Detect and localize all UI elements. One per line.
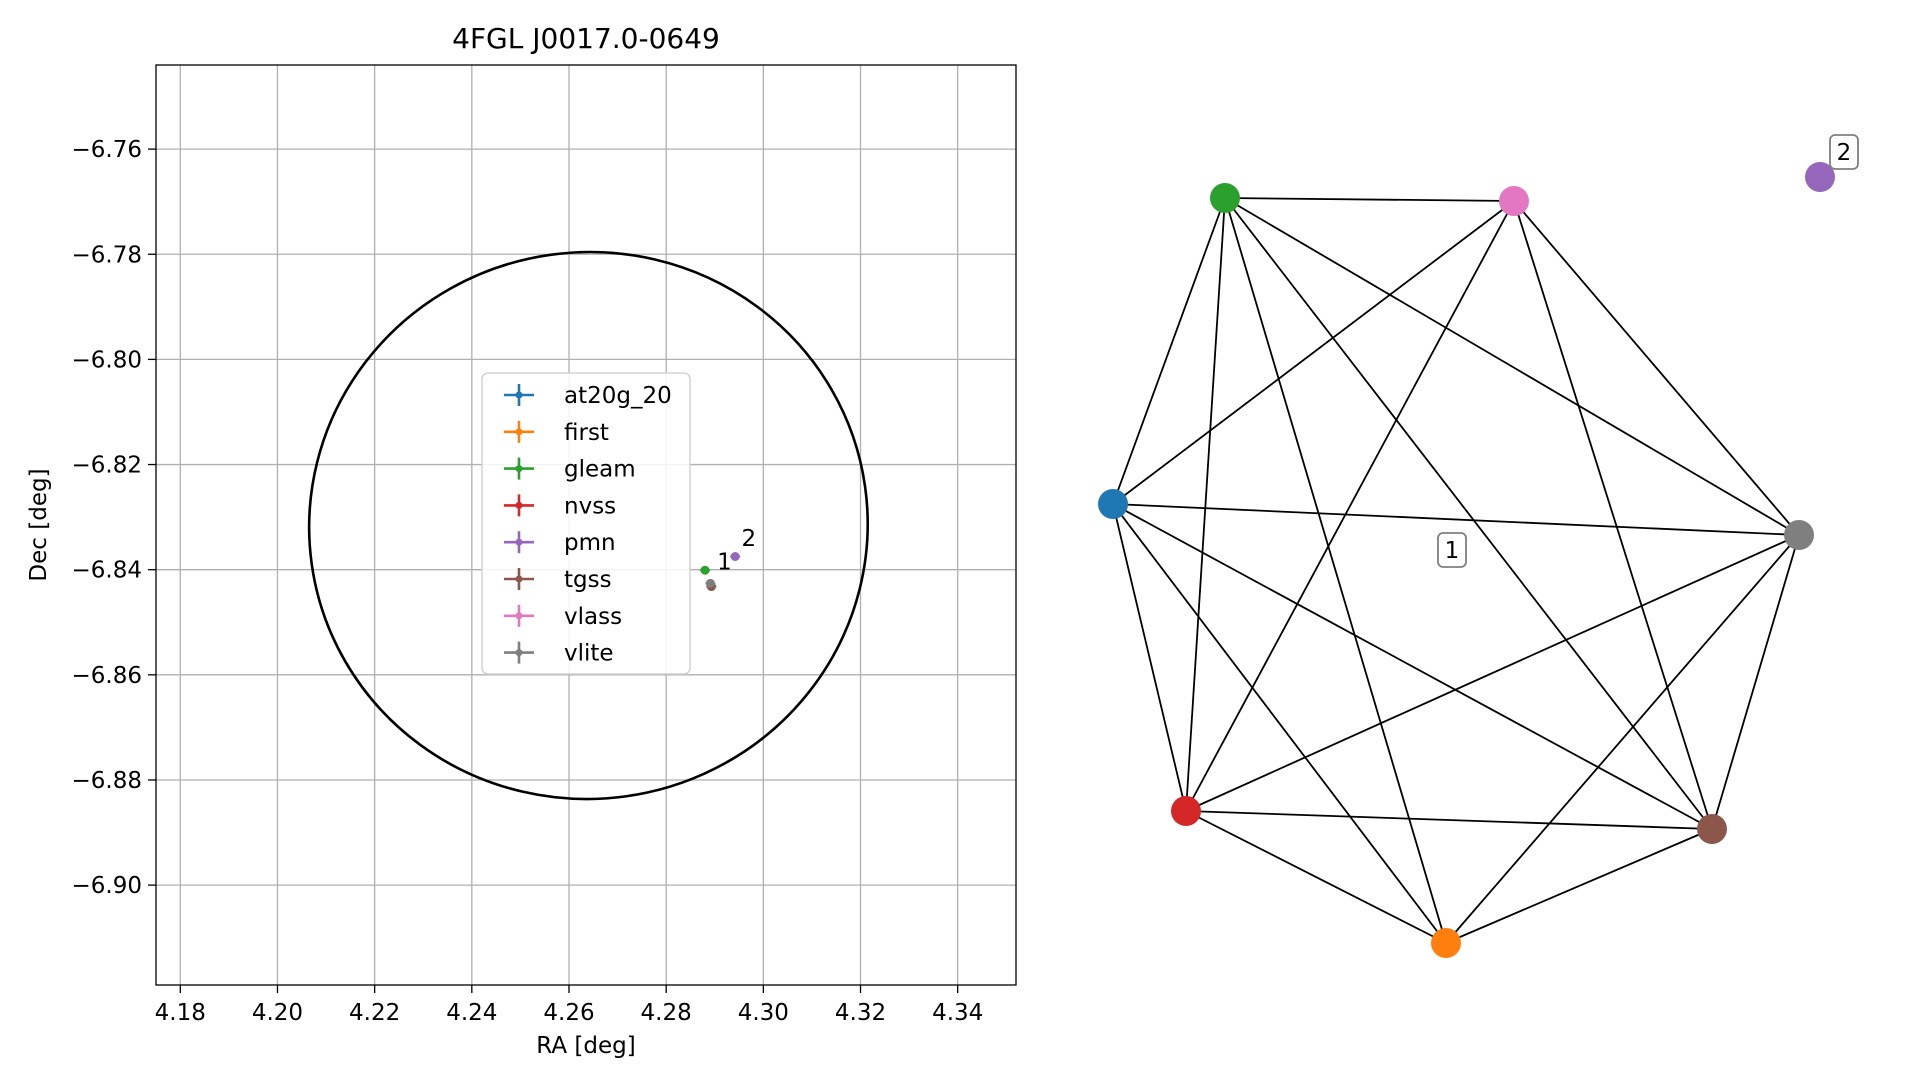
group-label-box: [1829, 134, 1859, 170]
x-tick-label: 4.22: [349, 1000, 400, 1026]
edge-at20g_20-nvss: [1112, 503, 1187, 812]
legend-label: pmn: [564, 530, 616, 556]
group-label-1: 1: [1437, 532, 1467, 568]
node-gleam: [1210, 183, 1240, 213]
annotation-layer: 12: [717, 526, 756, 576]
legend-label: vlite: [564, 641, 614, 667]
x-axis-label: RA [deg]: [536, 1033, 635, 1059]
legend-entry-vlass: vlass: [504, 604, 622, 630]
point-vlite: [705, 578, 715, 588]
legend-marker-dot: [515, 465, 523, 473]
node-tgss: [1697, 814, 1727, 844]
edge-vlite-first: [1445, 534, 1800, 944]
legend-marker-dot: [515, 612, 523, 620]
legend-label: at20g_20: [564, 383, 672, 409]
x-tick-label: 4.26: [543, 1000, 594, 1026]
edge-vlass-nvss: [1185, 200, 1515, 812]
group-label-box: [1437, 532, 1467, 568]
y-tick-label: −6.78: [72, 242, 142, 268]
annotation-2: 2: [741, 526, 756, 552]
edge-gleam-nvss: [1185, 197, 1226, 812]
legend-entry-pmn: pmn: [504, 530, 616, 556]
legend-entry-nvss: nvss: [504, 493, 616, 519]
edge-at20g_20-first: [1112, 503, 1447, 944]
node-vlass: [1499, 186, 1529, 216]
x-tick-label: 4.24: [446, 1000, 497, 1026]
edge-first-nvss: [1185, 810, 1447, 944]
plot-title: 4FGL J0017.0-0649: [452, 22, 720, 55]
axes-frame: [155, 64, 1017, 986]
edge-vlass-vlite: [1513, 200, 1800, 536]
group-label-2: 2: [1829, 134, 1859, 170]
legend-marker-dot: [515, 575, 523, 583]
legend-entry-first: first: [504, 420, 609, 446]
ellipse-layer: [307, 250, 869, 801]
x-tick-label: 4.32: [835, 1000, 886, 1026]
edge-tgss-nvss: [1185, 810, 1713, 830]
edge-at20g_20-tgss: [1112, 503, 1713, 830]
y-axis-label: Dec [deg]: [26, 468, 52, 581]
edge-at20g_20-vlite: [1112, 503, 1800, 536]
y-tick-label: −6.86: [72, 663, 142, 689]
x-tick-label: 4.18: [155, 1000, 206, 1026]
annotation-1: 1: [717, 550, 732, 576]
x-tick-label: 4.28: [641, 1000, 692, 1026]
network-graph-panel: 12: [1098, 134, 1859, 958]
group-labels-layer: 12: [1437, 134, 1859, 568]
legend-marker-dot: [515, 501, 523, 509]
sky-plot-panel: 4FGL J0017.0-0649 4.18 4.20 4.22 4.24 4.26 4.…: [26, 22, 1017, 1059]
y-tick-label: −6.84: [72, 558, 142, 584]
legend-marker-dot: [515, 649, 523, 657]
node-pmn: [1805, 162, 1835, 192]
x-tick-label: 4.34: [932, 1000, 983, 1026]
uncertainty-ellipse: [307, 250, 869, 801]
legend-marker-dot: [515, 538, 523, 546]
group-label-text: 2: [1837, 140, 1852, 166]
edge-vlite-tgss: [1711, 534, 1800, 830]
point-pmn: [730, 552, 740, 562]
legend-label: nvss: [564, 493, 616, 519]
legend-label: first: [564, 420, 609, 446]
edge-gleam-vlite: [1224, 197, 1800, 536]
y-tick-label: −6.80: [72, 347, 142, 373]
edge-at20g_20-vlass: [1112, 200, 1515, 505]
edge-tgss-first: [1445, 828, 1713, 944]
group-label-text: 1: [1445, 538, 1460, 564]
ticks-layer: 4.18 4.20 4.22 4.24 4.26 4.28 4.30 4.32 4.34 −6.7…: [72, 137, 984, 1026]
legend-marker-dot: [515, 428, 523, 436]
points-layer: [700, 552, 741, 592]
legend-frame: [481, 372, 691, 675]
x-tick-label: 4.30: [738, 1000, 789, 1026]
legend-entry-gleam: gleam: [504, 457, 636, 483]
legend-label: gleam: [564, 457, 636, 483]
legend-label: tgss: [564, 567, 612, 593]
node-first: [1431, 928, 1461, 958]
nodes-layer: [1098, 162, 1835, 958]
x-tick-label: 4.20: [252, 1000, 303, 1026]
edge-vlite-nvss: [1185, 534, 1800, 812]
point-gleam: [700, 565, 710, 575]
node-vlite: [1784, 520, 1814, 550]
edge-gleam-tgss: [1224, 197, 1713, 830]
node-nvss: [1171, 796, 1201, 826]
legend-entry-tgss: tgss: [504, 567, 612, 593]
edge-at20g_20-gleam: [1112, 197, 1226, 505]
y-tick-label: −6.90: [72, 873, 142, 899]
legend-marker-dot: [515, 391, 523, 399]
y-tick-label: −6.82: [72, 453, 142, 479]
legend-entry-at20g_20: at20g_20: [504, 383, 672, 409]
legend-entry-vlite: vlite: [504, 641, 614, 667]
y-tick-label: −6.76: [72, 137, 142, 163]
edge-vlass-tgss: [1513, 200, 1713, 830]
node-at20g_20: [1098, 489, 1128, 519]
y-tick-label: −6.88: [72, 768, 142, 794]
edges-layer: [1112, 197, 1800, 944]
edge-gleam-vlass: [1224, 197, 1515, 202]
legend-label: vlass: [564, 604, 622, 630]
